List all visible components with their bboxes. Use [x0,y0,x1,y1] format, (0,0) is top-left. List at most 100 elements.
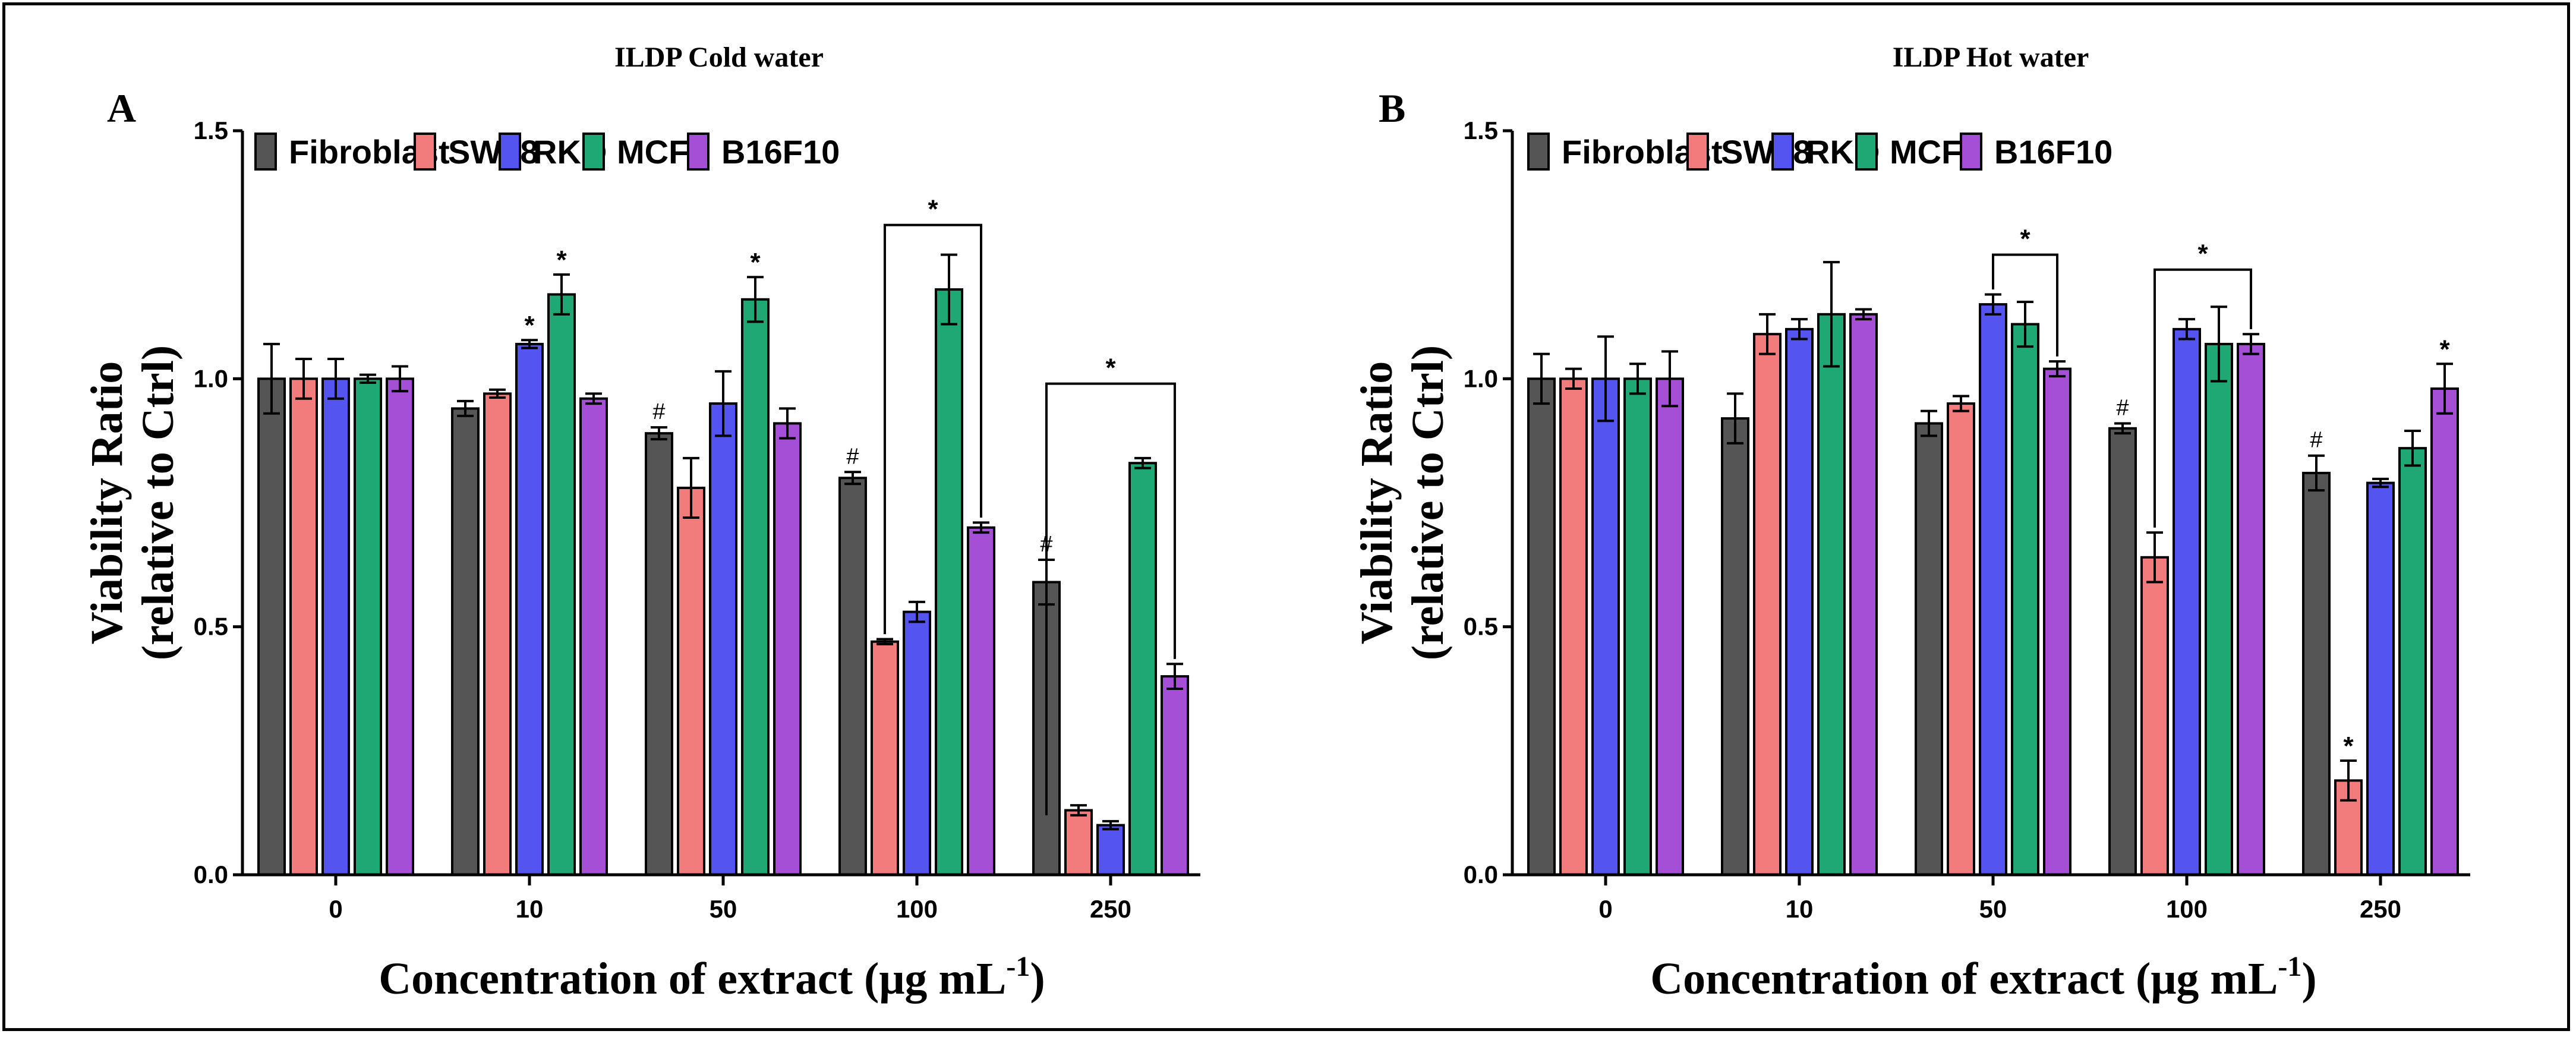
bar-rko-250 [2366,481,2395,876]
bar-fibroblast-10 [451,407,480,876]
significance-bracket [1992,253,2058,357]
x-tick-label: 0 [1598,895,1612,923]
bar-b16f10-250 [2430,387,2459,876]
bar-rko-250 [1096,824,1125,876]
bar-fibroblast-0 [257,377,286,876]
x-tick-label: 250 [2360,895,2401,923]
legend-swatch [582,133,605,171]
bar-b16f10-250 [1161,675,1189,876]
error-bar [392,365,408,393]
x-axis-label: Concentration of extract (μg mL-1) [379,951,1045,1004]
bar-sw48-0 [289,377,318,876]
error-bar [457,399,474,417]
y-tick-label: 0.5 [1464,613,1498,641]
legend-swatch [1960,133,1982,171]
bar-fibroblast-10 [1721,417,1749,876]
error-bar [2404,429,2421,467]
bar-fibroblast-100 [838,477,867,876]
legend-swatch [254,133,277,171]
bar-mcf7-100 [935,288,963,876]
error-bar [2340,759,2357,802]
error-bar [683,456,699,519]
error-bar [521,339,538,349]
chart-panel-b: ILDP Hot water B 0.0 0.5 1.0 1.5 0 10 50 100 250 Co… [1352,42,2470,1004]
bar-fibroblast-50 [645,432,673,876]
bar-fibroblast-100 [2108,427,2137,876]
bar-mcf7-10 [1817,313,1846,876]
x-tick-label: 0 [329,895,342,923]
bar-mcf7-250 [1128,462,1157,876]
bracket-star: * [2197,239,2208,269]
bar-rko-0 [1591,377,1620,876]
error-bar [2308,454,2325,492]
significance-star: * [2439,335,2450,364]
x-tick-label: 10 [516,895,544,923]
error-bar [1565,367,1582,390]
significance-star: * [556,245,567,275]
bar-rko-50 [709,402,737,876]
bracket-star: * [1105,354,1116,383]
y-tick-label: 1.0 [194,364,228,392]
legend-swatch [1686,133,1709,171]
legend-swatch [1771,133,1794,171]
error-bar [1629,363,1646,395]
error-bar [1759,313,1776,355]
y-axis-label: Viability Ratio(relative to Ctrl) [82,345,183,660]
error-bar [941,253,957,326]
error-bar [1134,456,1151,469]
bar-mcf7-50 [2011,323,2039,876]
legend-swatch [687,133,710,171]
x-tick-label: 10 [1786,895,1814,923]
chart-title: ILDP Hot water [1893,42,2089,73]
significance-bracket [2154,268,2252,528]
bar-sw48-10 [1753,333,1782,876]
significance-star: * [750,248,761,277]
error-bar [263,342,280,415]
error-bar [1921,409,1937,437]
error-bar [1661,350,1678,408]
legend-item-sw48: SW48 [1686,133,1812,171]
bar-mcf7-10 [547,293,576,876]
error-bar [1597,335,1614,423]
significance-hash: # [2310,428,2322,453]
bar-b16f10-10 [1849,313,1878,876]
y-tick-label: 0.0 [1464,861,1498,888]
y-tick-label: 1.0 [1464,364,1498,392]
bar-sw48-100 [2140,556,2169,876]
x-tick-label: 50 [1979,895,2007,923]
bar-sw48-250 [1064,809,1093,876]
y-tick-label: 0.0 [194,861,228,888]
error-bar [585,392,602,405]
bar-mcf7-100 [2205,342,2233,876]
error-bar [2436,363,2453,415]
significance-bracket [1045,382,1176,815]
error-bar [327,357,344,400]
error-bar [2372,477,2389,488]
bar-mcf7-0 [354,377,382,876]
y-tick-label: 1.5 [194,116,228,144]
error-bar [1985,293,2001,316]
error-bar [2017,300,2033,348]
error-bar [779,407,796,440]
bar-b16f10-0 [1656,377,1684,876]
bar-rko-0 [321,377,350,876]
panel-label: B [1379,86,1405,131]
x-tick-label: 100 [896,895,938,923]
error-bar [909,600,925,623]
bar-fibroblast-50 [1915,422,1943,876]
x-tick-label: 50 [710,895,737,923]
legend-label: SW48 [448,133,539,171]
significance-hash: # [652,399,665,424]
error-bar [553,273,570,316]
bar-b16f10-10 [579,397,608,876]
bar-rko-10 [1785,327,1814,876]
significance-star: * [524,311,535,340]
error-bar [2211,305,2227,383]
bar-b16f10-0 [386,377,414,876]
error-bar [2114,422,2131,435]
chart-title: ILDP Cold water [614,42,824,73]
legend-item-sw48: SW48 [414,133,539,171]
significance-star: * [2343,732,2354,761]
legend-swatch [1527,133,1550,171]
